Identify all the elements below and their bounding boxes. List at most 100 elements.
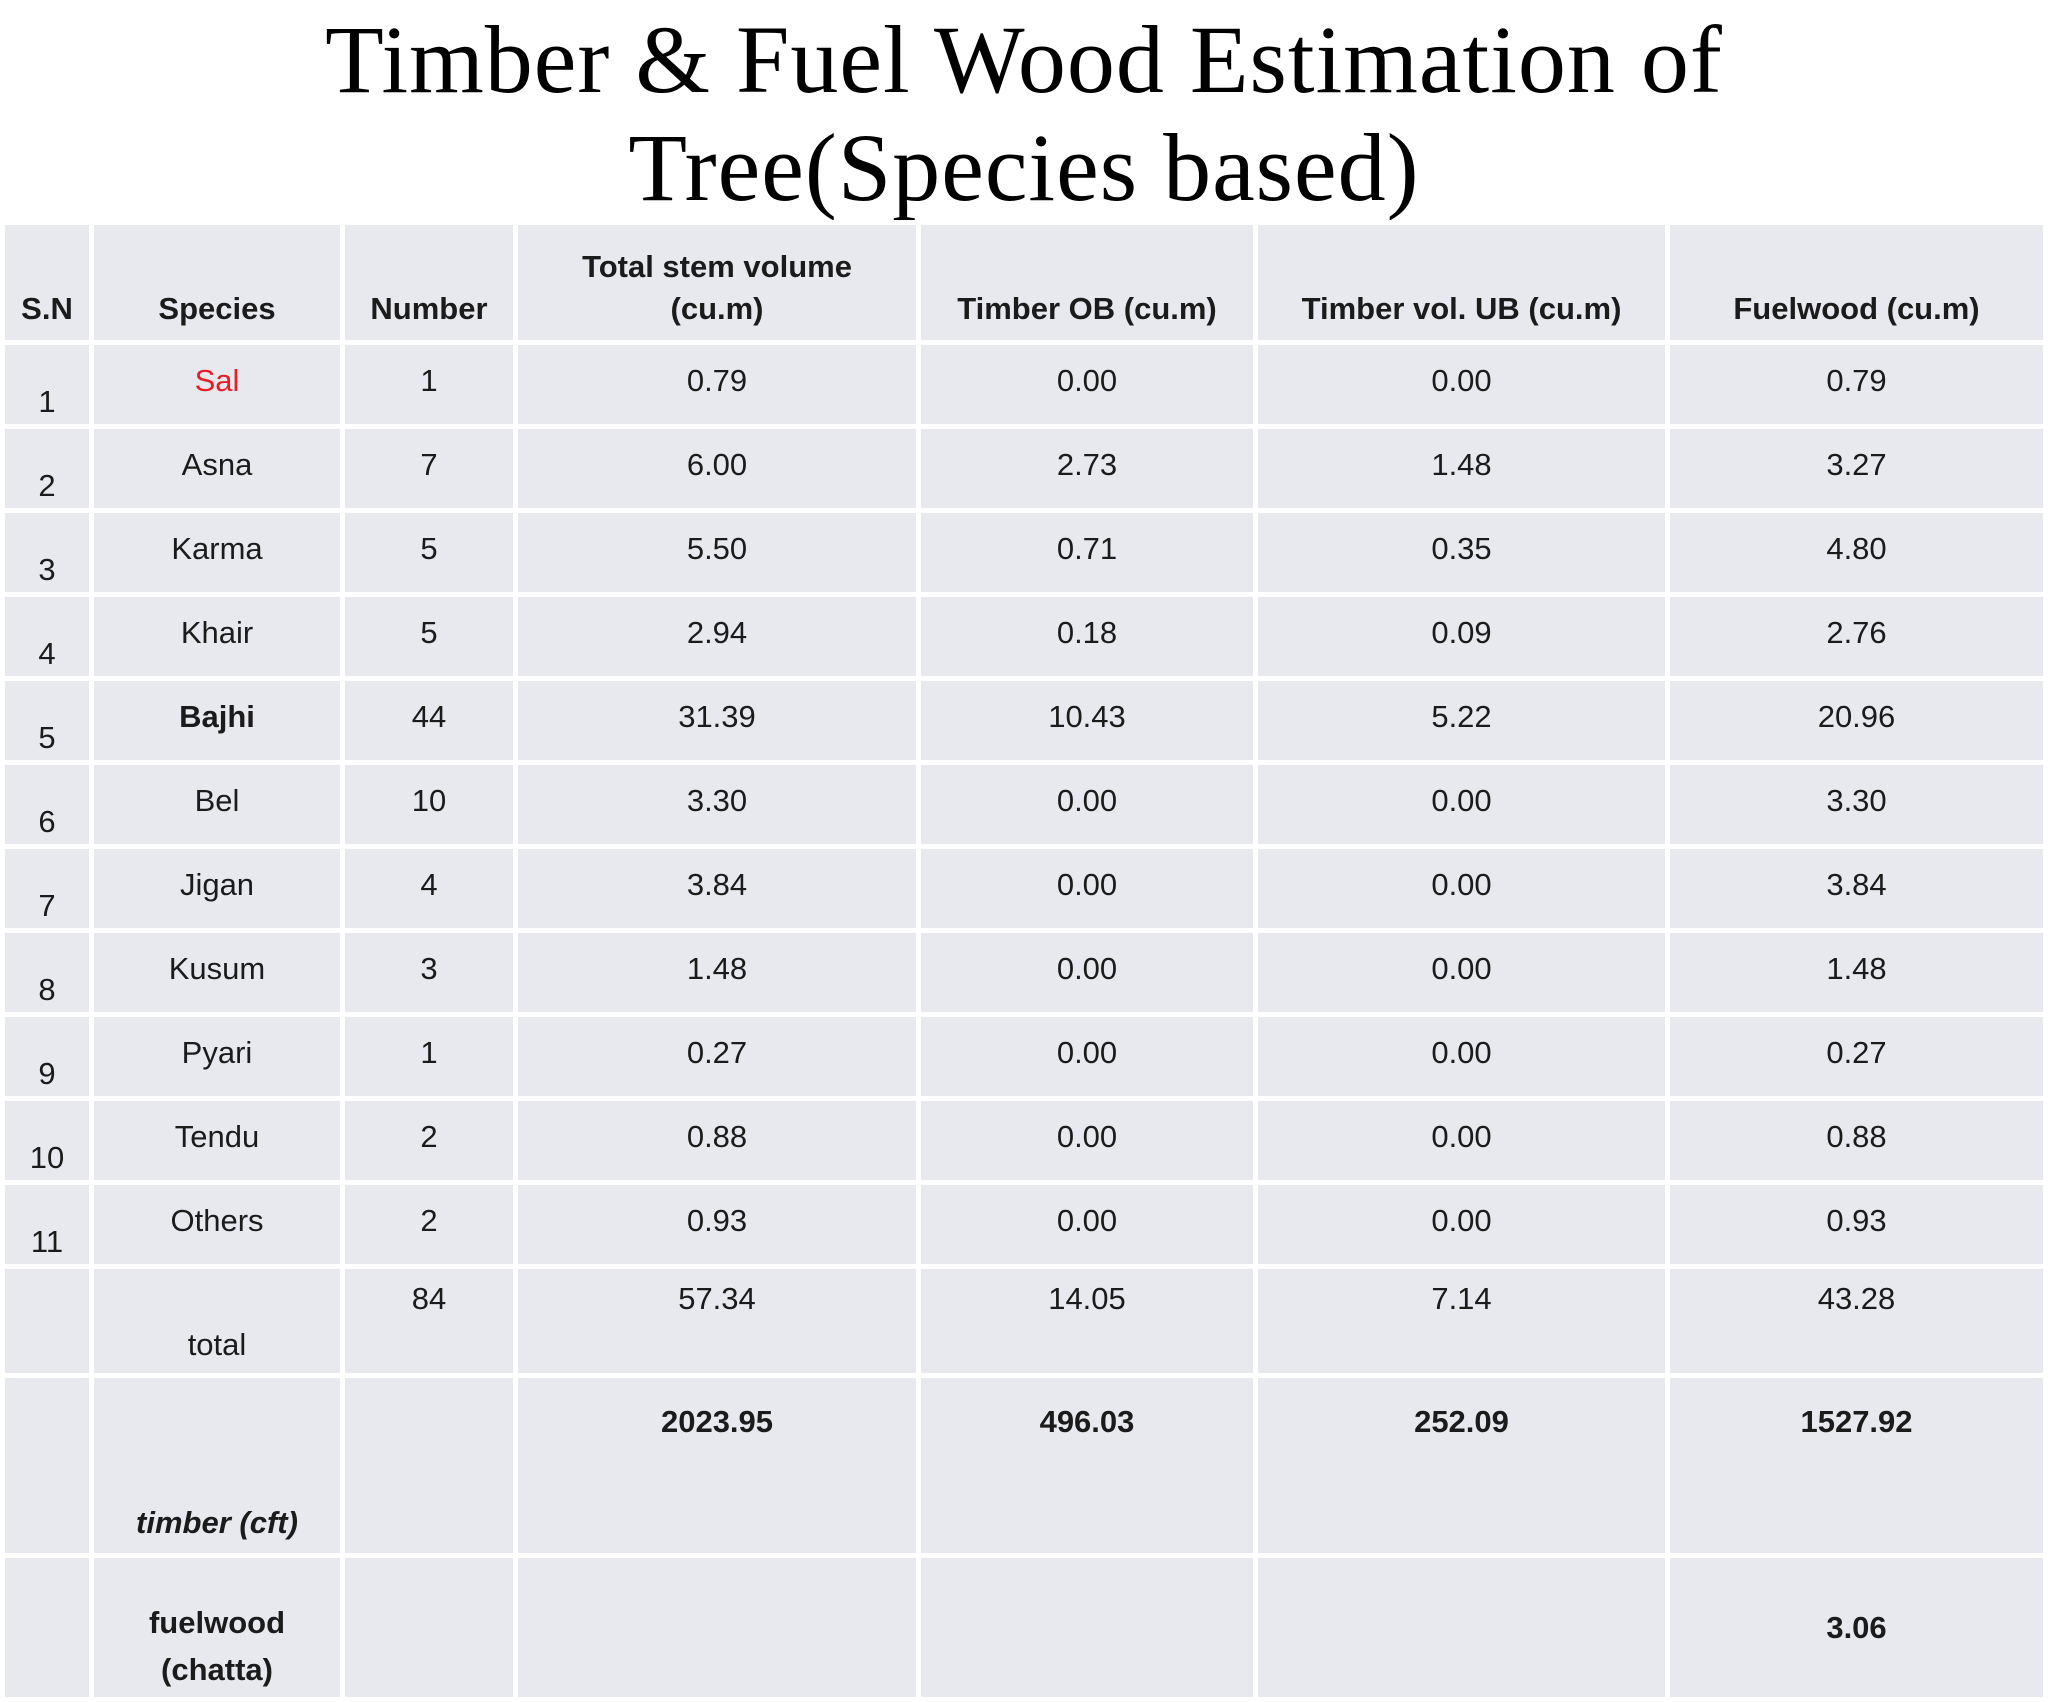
cell-number	[345, 1378, 513, 1553]
total-label: total	[94, 1269, 340, 1373]
cell-number: 7	[345, 429, 513, 508]
column-header-ub: Timber vol. UB (cu.m)	[1258, 225, 1665, 340]
cell-stem: 5.50	[518, 513, 916, 592]
cell-fuel: 3.06	[1670, 1558, 2043, 1697]
cell-number: 10	[345, 765, 513, 844]
cell-stem: 0.93	[518, 1185, 916, 1264]
cell-ub: 0.00	[1258, 1101, 1665, 1180]
cell-number: 2	[345, 1101, 513, 1180]
table-row: 11 Others 2 0.93 0.00 0.00 0.93	[5, 1185, 2043, 1264]
fuelwood-chatta-label: fuelwood (chatta)	[94, 1558, 340, 1697]
table-row: 7 Jigan 4 3.84 0.00 0.00 3.84	[5, 849, 2043, 928]
cell-stem	[518, 1558, 916, 1697]
cell-ob: 0.71	[921, 513, 1253, 592]
cell-ob: 0.00	[921, 849, 1253, 928]
cell-stem: 31.39	[518, 681, 916, 760]
cell-fuel: 0.88	[1670, 1101, 2043, 1180]
timber-cft-label: timber (cft)	[94, 1378, 340, 1553]
cell-fuel: 1.48	[1670, 933, 2043, 1012]
cell-ob: 0.00	[921, 765, 1253, 844]
cell-fuel: 20.96	[1670, 681, 2043, 760]
column-header-number: Number	[345, 225, 513, 340]
table-row: 9 Pyari 1 0.27 0.00 0.00 0.27	[5, 1017, 2043, 1096]
cell-number: 84	[345, 1269, 513, 1373]
cell-stem: 1.48	[518, 933, 916, 1012]
cell-ob: 2.73	[921, 429, 1253, 508]
cell-number: 3	[345, 933, 513, 1012]
cell-ub: 0.00	[1258, 1185, 1665, 1264]
cell-stem: 3.84	[518, 849, 916, 928]
cell-stem: 0.79	[518, 345, 916, 424]
cell-stem: 2023.95	[518, 1378, 916, 1553]
column-header-species: Species	[94, 225, 340, 340]
cell-species: Kusum	[94, 933, 340, 1012]
cell-number: 5	[345, 597, 513, 676]
cell-stem: 0.88	[518, 1101, 916, 1180]
cell-sn: 5	[5, 681, 89, 760]
cell-sn: 10	[5, 1101, 89, 1180]
cell-ub: 0.35	[1258, 513, 1665, 592]
cell-ub: 0.00	[1258, 345, 1665, 424]
cell-fuel: 3.30	[1670, 765, 2043, 844]
fuelwood-chatta-row: fuelwood (chatta) 3.06	[5, 1558, 2043, 1697]
cell-sn: 9	[5, 1017, 89, 1096]
cell-stem: 57.34	[518, 1269, 916, 1373]
cell-sn: 6	[5, 765, 89, 844]
timber-cft-row: timber (cft) 2023.95 496.03 252.09 1527.…	[5, 1378, 2043, 1553]
cell-fuel: 1527.92	[1670, 1378, 2043, 1553]
table-row: 8 Kusum 3 1.48 0.00 0.00 1.48	[5, 933, 2043, 1012]
cell-ub: 0.00	[1258, 849, 1665, 928]
cell-species: Others	[94, 1185, 340, 1264]
cell-species: Khair	[94, 597, 340, 676]
column-header-fuel: Fuelwood (cu.m)	[1670, 225, 2043, 340]
cell-number: 44	[345, 681, 513, 760]
table-row: 5 Bajhi 44 31.39 10.43 5.22 20.96	[5, 681, 2043, 760]
column-header-stem: Total stem volume (cu.m)	[518, 225, 916, 340]
cell-species: Sal	[94, 345, 340, 424]
cell-ub: 5.22	[1258, 681, 1665, 760]
cell-ub: 0.09	[1258, 597, 1665, 676]
cell-fuel: 3.84	[1670, 849, 2043, 928]
cell-fuel: 2.76	[1670, 597, 2043, 676]
cell-fuel: 3.27	[1670, 429, 2043, 508]
cell-sn	[5, 1378, 89, 1553]
cell-stem: 2.94	[518, 597, 916, 676]
cell-species: Bel	[94, 765, 340, 844]
cell-species: Pyari	[94, 1017, 340, 1096]
cell-ob: 0.00	[921, 345, 1253, 424]
table-row: 3 Karma 5 5.50 0.71 0.35 4.80	[5, 513, 2043, 592]
cell-ob: 0.18	[921, 597, 1253, 676]
cell-sn: 4	[5, 597, 89, 676]
table-row: 6 Bel 10 3.30 0.00 0.00 3.30	[5, 765, 2043, 844]
species-estimation-table: S.N Species Number Total stem volume (cu…	[0, 220, 2048, 1702]
cell-number: 5	[345, 513, 513, 592]
cell-ob: 14.05	[921, 1269, 1253, 1373]
cell-stem: 0.27	[518, 1017, 916, 1096]
table-row: 10 Tendu 2 0.88 0.00 0.00 0.88	[5, 1101, 2043, 1180]
total-row: total 84 57.34 14.05 7.14 43.28	[5, 1269, 2043, 1373]
cell-ub: 0.00	[1258, 933, 1665, 1012]
cell-ob: 0.00	[921, 1101, 1253, 1180]
cell-sn	[5, 1269, 89, 1373]
cell-ob: 0.00	[921, 1017, 1253, 1096]
cell-ub: 1.48	[1258, 429, 1665, 508]
cell-number: 1	[345, 1017, 513, 1096]
cell-ub: 252.09	[1258, 1378, 1665, 1553]
table-row: 2 Asna 7 6.00 2.73 1.48 3.27	[5, 429, 2043, 508]
cell-stem: 6.00	[518, 429, 916, 508]
cell-number	[345, 1558, 513, 1697]
cell-sn	[5, 1558, 89, 1697]
cell-species: Tendu	[94, 1101, 340, 1180]
cell-sn: 3	[5, 513, 89, 592]
cell-ub: 0.00	[1258, 1017, 1665, 1096]
cell-number: 1	[345, 345, 513, 424]
table-row: 4 Khair 5 2.94 0.18 0.09 2.76	[5, 597, 2043, 676]
cell-ub	[1258, 1558, 1665, 1697]
cell-ob: 10.43	[921, 681, 1253, 760]
cell-ob: 0.00	[921, 1185, 1253, 1264]
cell-fuel: 0.27	[1670, 1017, 2043, 1096]
cell-species: Karma	[94, 513, 340, 592]
cell-sn: 2	[5, 429, 89, 508]
cell-species: Asna	[94, 429, 340, 508]
cell-fuel: 0.93	[1670, 1185, 2043, 1264]
